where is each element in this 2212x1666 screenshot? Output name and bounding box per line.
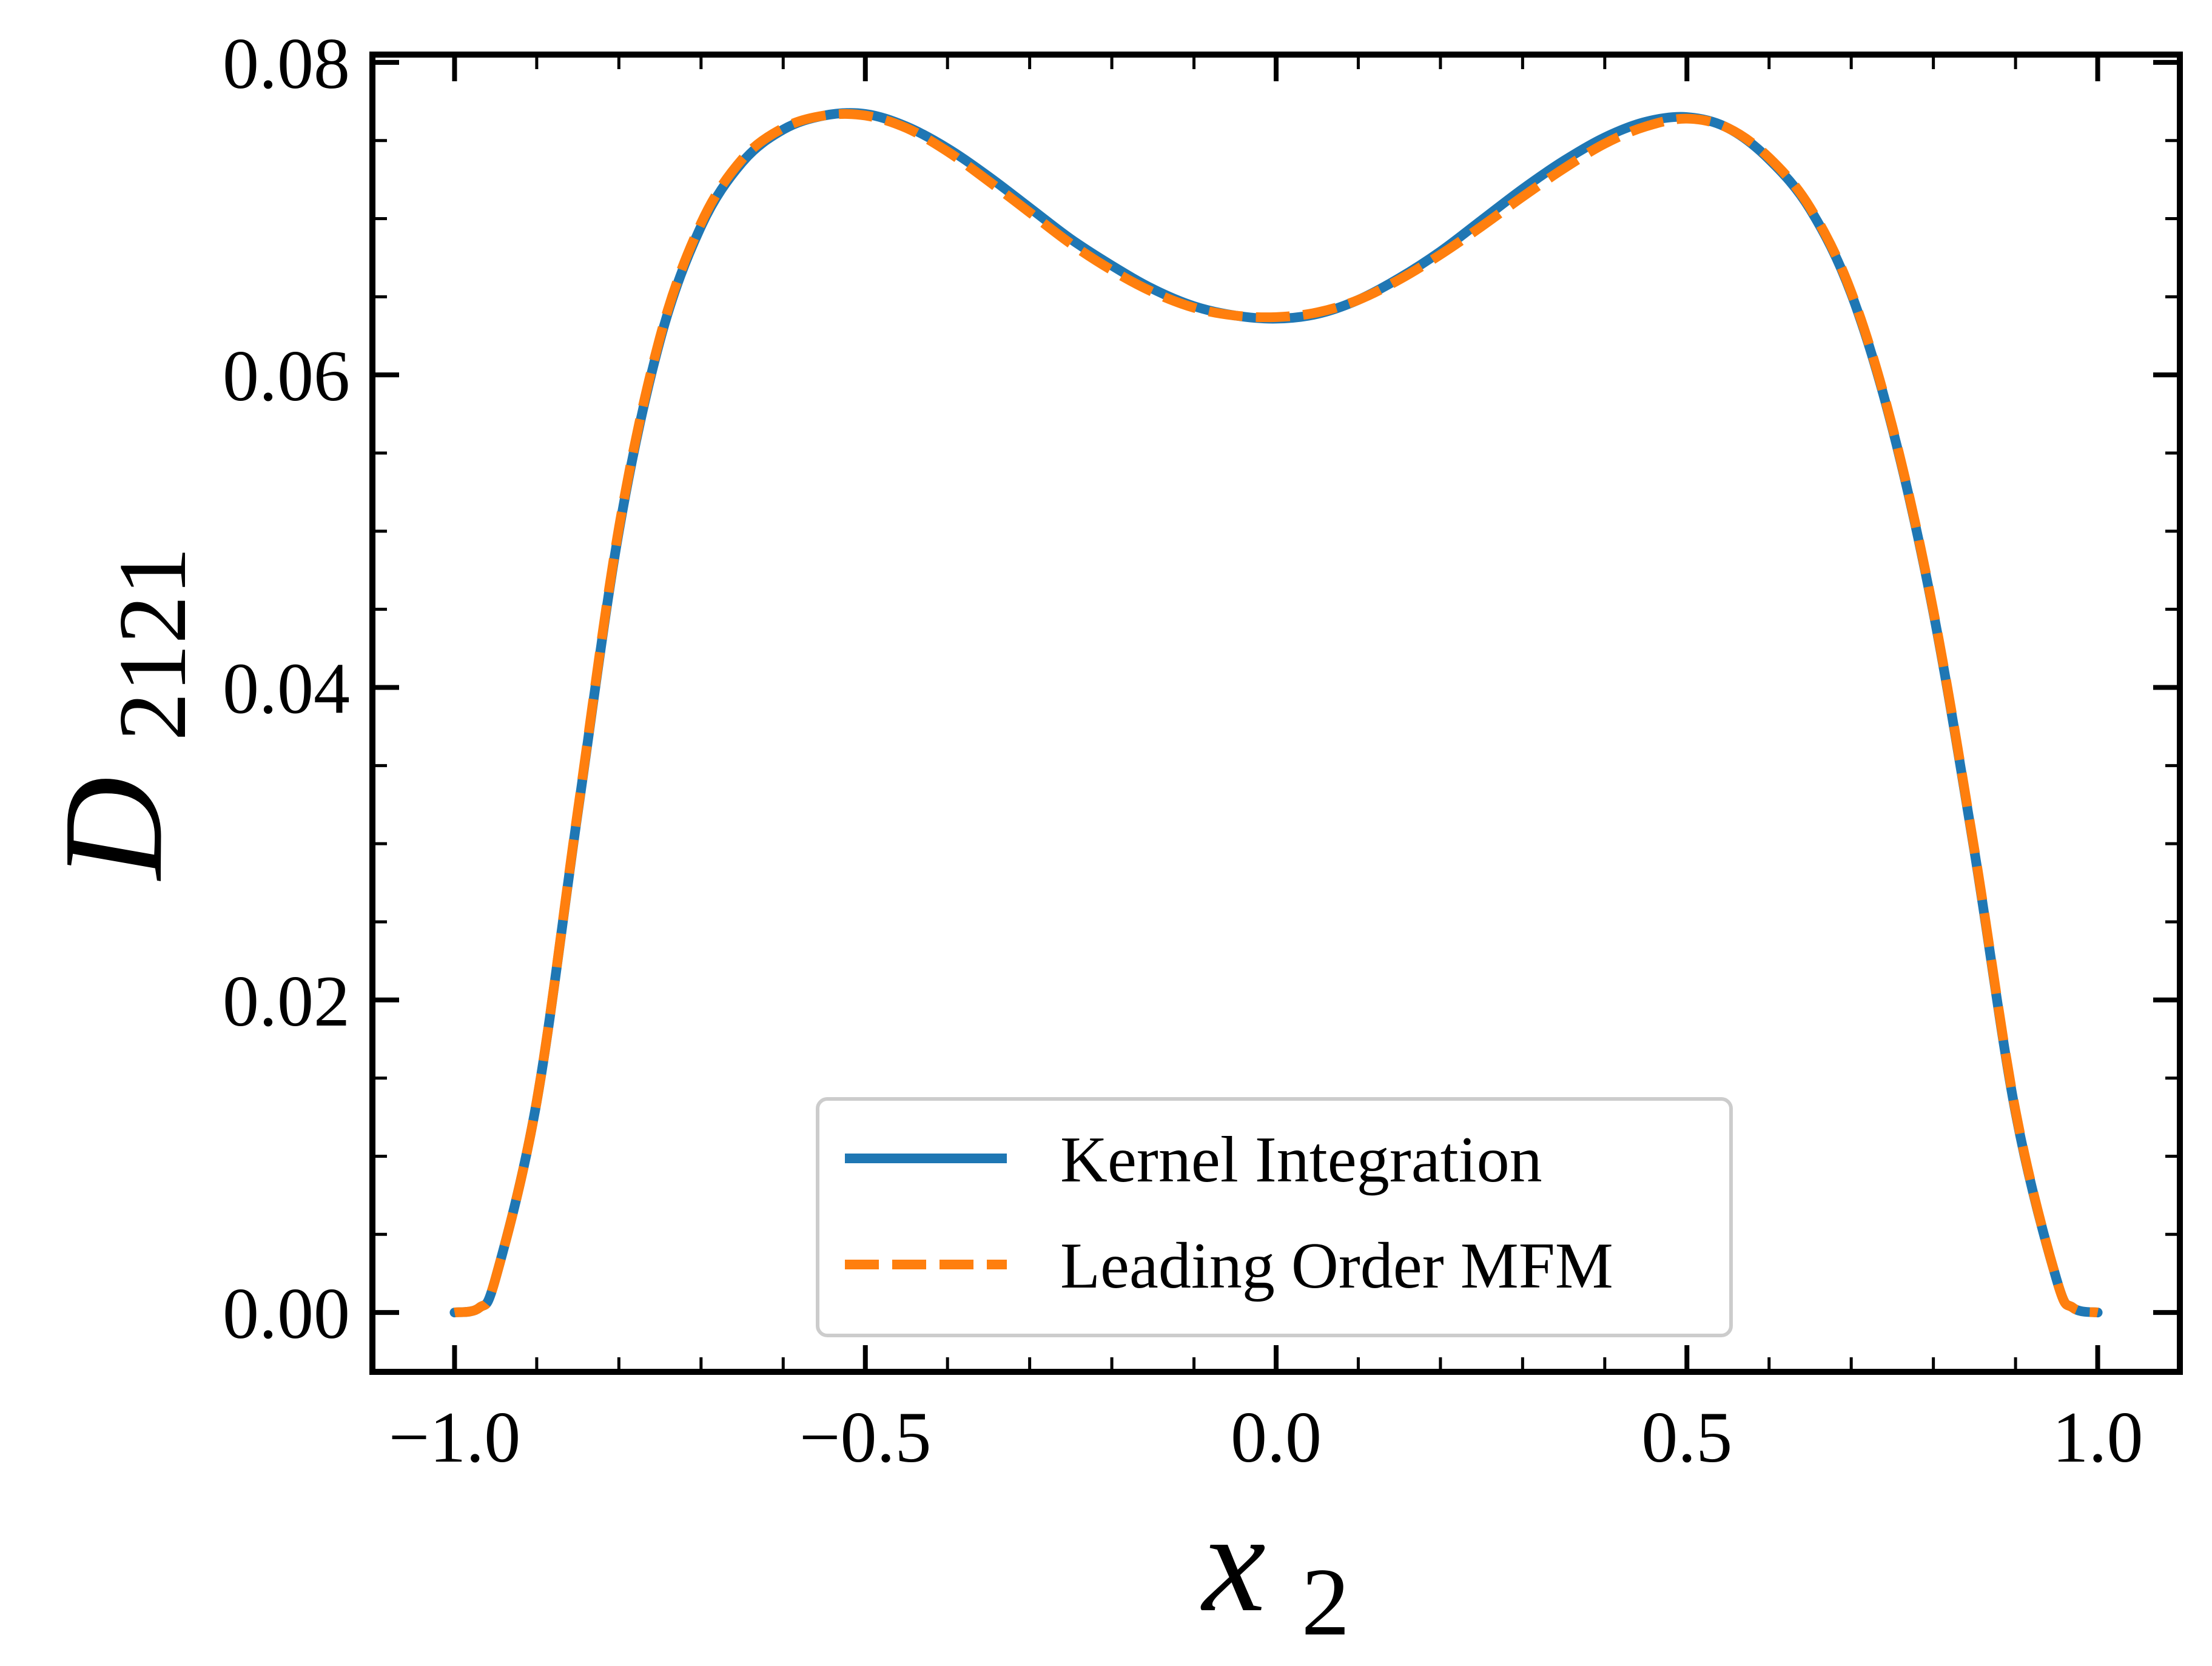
- y-tick-label: 0.00: [223, 1273, 350, 1354]
- y-tick-label: 0.06: [223, 335, 350, 416]
- x-axis-label: x 2: [1200, 1483, 1350, 1656]
- legend-label-leading-order-mfm: Leading Order MFM: [1060, 1230, 1613, 1302]
- legend-label-kernel-integration: Kernel Integration: [1060, 1124, 1542, 1196]
- y-axis-label: D 2121: [34, 547, 206, 881]
- x-tick-label: −1.0: [389, 1397, 521, 1477]
- y-tick-label: 0.04: [223, 648, 350, 728]
- x-axis-label-subscript: 2: [1302, 1548, 1350, 1656]
- series-layer: [449, 108, 2103, 1318]
- x-tick-label: 1.0: [2052, 1397, 2143, 1477]
- y-axis-label-base: D: [34, 777, 192, 882]
- legend-box: [816, 1097, 1733, 1337]
- x-tick-label: 0.0: [1231, 1397, 1322, 1477]
- y-axis-label-subscript: 2121: [98, 547, 206, 741]
- tick-labels-layer: −1.0 −0.5 0.0 0.5 1.0 0.00 0.02 0.04 0.06 0.08: [223, 23, 2143, 1477]
- x-tick-label: 0.5: [1641, 1397, 1732, 1477]
- x-axis-label-base: x: [1200, 1483, 1265, 1641]
- y-tick-label: 0.08: [223, 23, 350, 104]
- legend: Kernel Integration Leading Order MFM: [816, 1097, 1733, 1337]
- y-tick-label: 0.02: [223, 961, 350, 1041]
- series-line-leading-order-mfm: [453, 109, 2099, 1318]
- plot-frame: [369, 52, 2183, 1375]
- x-tick-label: −0.5: [799, 1397, 932, 1477]
